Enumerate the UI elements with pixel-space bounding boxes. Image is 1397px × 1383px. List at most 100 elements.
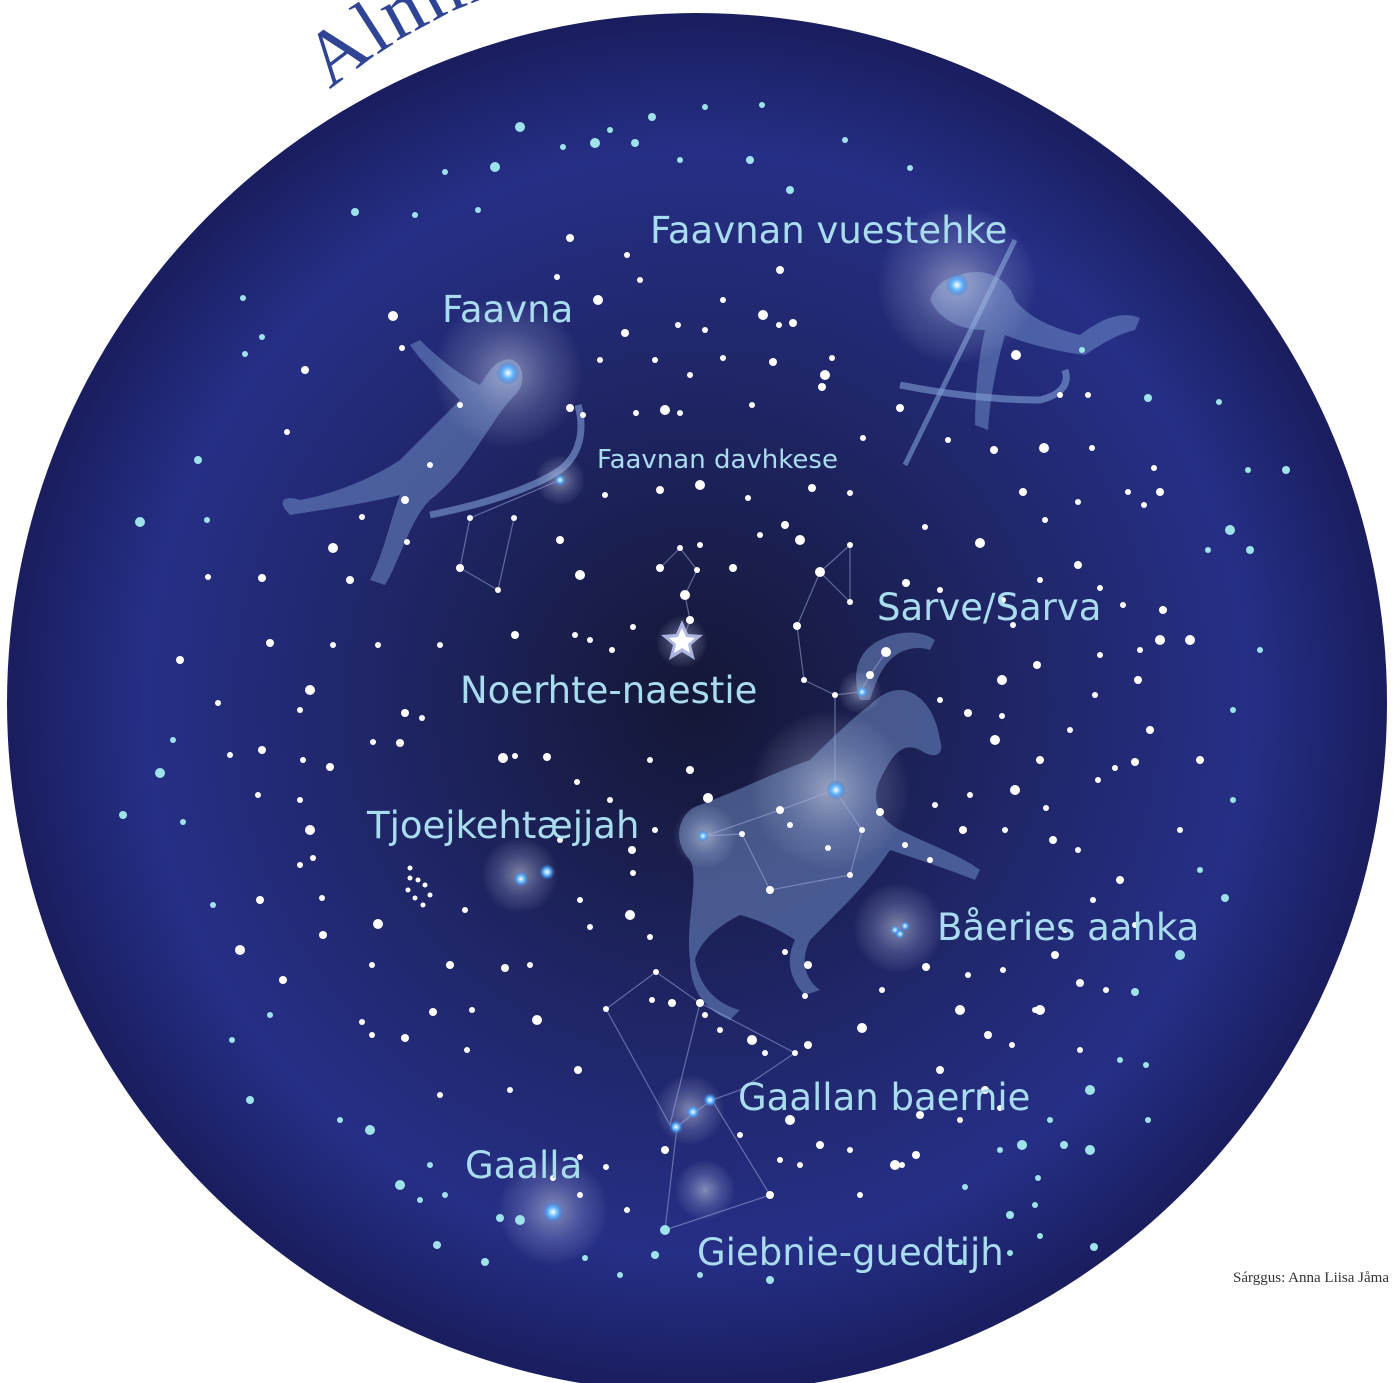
star <box>365 1125 375 1135</box>
star <box>359 514 365 520</box>
star <box>204 517 210 523</box>
star <box>1205 547 1211 553</box>
star <box>1089 445 1095 451</box>
star <box>1146 726 1154 734</box>
star <box>475 207 481 213</box>
star <box>896 404 904 412</box>
star <box>495 587 501 593</box>
star <box>975 538 985 548</box>
star <box>1097 652 1103 658</box>
star <box>346 576 354 584</box>
star <box>395 1180 405 1190</box>
star <box>1137 647 1143 653</box>
star <box>695 480 705 490</box>
star <box>170 737 176 743</box>
star <box>766 1276 774 1284</box>
star <box>369 1032 375 1038</box>
label-faavna: Faavna <box>442 288 573 331</box>
star <box>297 797 303 803</box>
star <box>256 896 264 904</box>
star <box>720 355 726 361</box>
star <box>965 972 971 978</box>
star <box>866 671 874 679</box>
star <box>442 1192 448 1198</box>
star <box>1282 466 1290 474</box>
star <box>1037 577 1043 583</box>
star <box>229 1037 235 1043</box>
star <box>1043 805 1049 811</box>
star <box>648 113 656 121</box>
star <box>818 383 826 391</box>
star <box>532 1015 542 1025</box>
star <box>1067 727 1073 733</box>
star <box>462 907 468 913</box>
star <box>427 462 433 468</box>
star <box>890 1160 900 1170</box>
star <box>847 542 853 548</box>
star <box>1011 350 1021 360</box>
star <box>762 1050 768 1056</box>
cluster-star <box>415 877 421 883</box>
star <box>668 999 676 1007</box>
star <box>661 1146 669 1154</box>
star <box>702 104 708 110</box>
sky-disc <box>7 13 1387 1383</box>
star <box>427 1162 433 1168</box>
star <box>647 934 653 940</box>
star <box>686 766 694 774</box>
star <box>651 1251 659 1259</box>
star <box>879 987 885 993</box>
star <box>242 351 248 357</box>
star <box>804 1041 812 1049</box>
star <box>687 372 693 378</box>
star <box>550 1175 556 1181</box>
star <box>955 1005 965 1015</box>
star <box>766 1191 774 1199</box>
star <box>881 647 891 657</box>
star <box>677 410 683 416</box>
star <box>412 212 418 218</box>
star <box>602 492 608 498</box>
star <box>842 137 848 143</box>
star <box>649 997 655 1003</box>
star <box>437 642 443 648</box>
star <box>981 1086 989 1094</box>
star <box>675 322 681 328</box>
star <box>180 819 186 825</box>
star <box>702 1012 708 1018</box>
star <box>802 993 808 999</box>
star <box>847 490 853 496</box>
star <box>758 310 768 320</box>
star <box>1131 988 1139 996</box>
label-noerhte-naestie: Noerhte-naestie <box>460 669 757 712</box>
star <box>747 1035 757 1045</box>
star <box>739 831 745 837</box>
star <box>1125 489 1131 495</box>
star <box>1035 1175 1041 1181</box>
star <box>255 792 261 798</box>
star <box>490 162 500 172</box>
star <box>396 739 404 747</box>
star <box>1092 692 1098 698</box>
bright-stars <box>496 273 969 1223</box>
star <box>815 567 825 577</box>
cluster-star <box>412 895 418 901</box>
star <box>373 919 383 929</box>
star <box>319 931 327 939</box>
star <box>1032 1202 1038 1208</box>
star <box>593 295 603 305</box>
star <box>607 127 613 133</box>
star <box>1035 1005 1045 1015</box>
star <box>749 402 755 408</box>
star <box>1151 465 1157 471</box>
star <box>717 1027 723 1033</box>
star <box>1144 394 1152 402</box>
star <box>1077 1047 1083 1053</box>
star <box>227 752 233 758</box>
star <box>401 1034 409 1042</box>
star <box>511 631 519 639</box>
star <box>1042 517 1048 523</box>
star <box>1047 1117 1053 1123</box>
star <box>1079 347 1085 353</box>
star <box>429 1008 437 1016</box>
